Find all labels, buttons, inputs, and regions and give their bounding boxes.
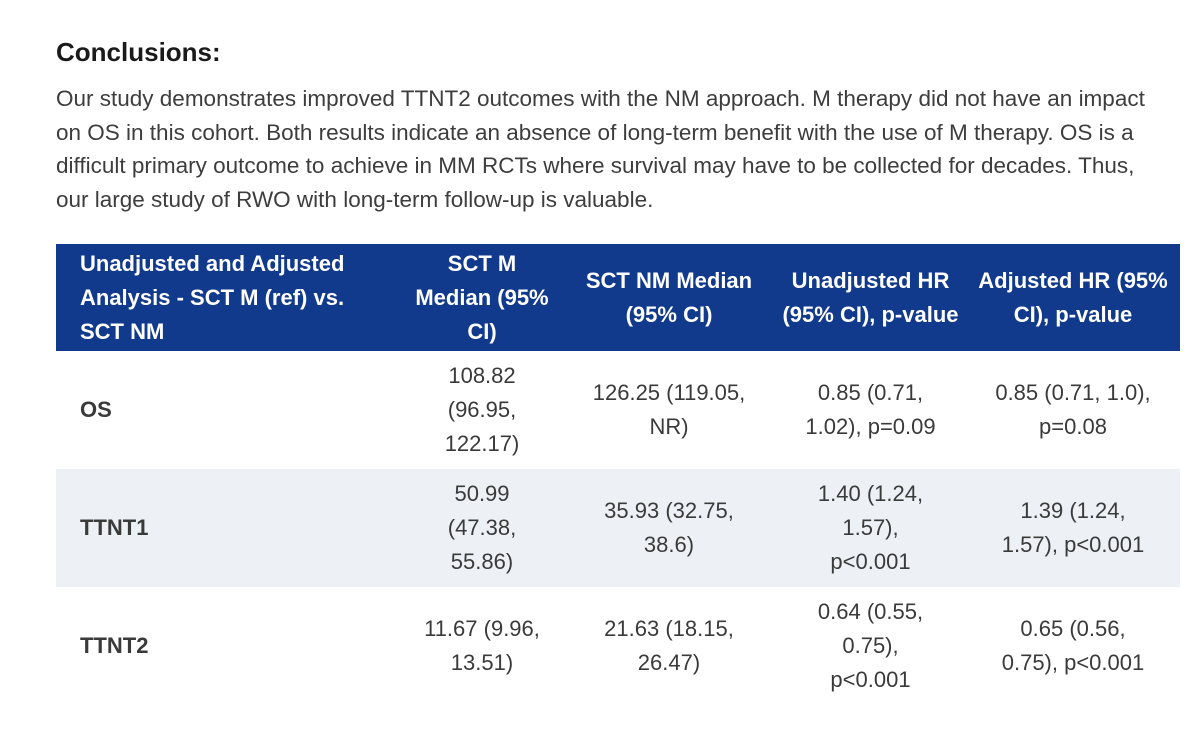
table-row-ttnt1: TTNT1 50.99 (47.38, 55.86) 35.93 (32.75,… — [56, 469, 1180, 587]
conclusions-paragraph: Our study demonstrates improved TTNT2 ou… — [56, 86, 1145, 212]
row-label-ttnt1: TTNT1 — [80, 515, 149, 540]
cell-sct-nm-median: 126.25 (119.05, NR) — [592, 380, 746, 439]
cell-adjusted-hr: 0.85 (0.71, 1.0), p=0.08 — [995, 380, 1151, 439]
cell-unadjusted-hr: 0.64 (0.55, 0.75), p<0.001 — [817, 599, 924, 692]
header-analysis: Unadjusted and Adjusted Analysis - SCT M… — [80, 250, 345, 344]
header-sct-m-median: SCT M Median (95% CI) — [415, 250, 549, 344]
conclusions-heading: Conclusions: — [56, 37, 221, 67]
cell-unadjusted-hr: 1.40 (1.24, 1.57), p<0.001 — [817, 481, 924, 574]
results-table: Unadjusted and Adjusted Analysis - SCT M… — [56, 244, 1180, 705]
row-label-os: OS — [80, 397, 112, 422]
header-row: Unadjusted and Adjusted Analysis - SCT M… — [56, 244, 1180, 351]
cell-sct-m-median: 108.82 (96.95, 122.17) — [444, 363, 520, 456]
cell-adjusted-hr: 1.39 (1.24, 1.57), p<0.001 — [1001, 498, 1145, 557]
header-adjusted-hr: Adjusted HR (95% CI), p-value — [978, 267, 1168, 327]
table-header: Unadjusted and Adjusted Analysis - SCT M… — [56, 244, 1180, 351]
table-body: OS 108.82 (96.95, 122.17) 126.25 (119.05… — [56, 351, 1180, 705]
row-label-ttnt2: TTNT2 — [80, 633, 149, 658]
cell-unadjusted-hr: 0.85 (0.71, 1.02), p=0.09 — [805, 380, 936, 439]
cell-sct-nm-median: 35.93 (32.75, 38.6) — [604, 498, 734, 557]
table-row-ttnt2: TTNT2 11.67 (9.96, 13.51) 21.63 (18.15, … — [56, 587, 1180, 705]
table-row-os: OS 108.82 (96.95, 122.17) 126.25 (119.05… — [56, 351, 1180, 469]
header-unadjusted-hr: Unadjusted HR (95% CI), p-value — [782, 267, 959, 327]
header-sct-nm-median: SCT NM Median (95% CI) — [585, 267, 753, 327]
cell-sct-m-median: 11.67 (9.96, 13.51) — [424, 616, 540, 675]
cell-adjusted-hr: 0.65 (0.56, 0.75), p<0.001 — [1001, 616, 1145, 675]
cell-sct-m-median: 50.99 (47.38, 55.86) — [447, 481, 517, 574]
cell-sct-nm-median: 21.63 (18.15, 26.47) — [604, 616, 734, 675]
